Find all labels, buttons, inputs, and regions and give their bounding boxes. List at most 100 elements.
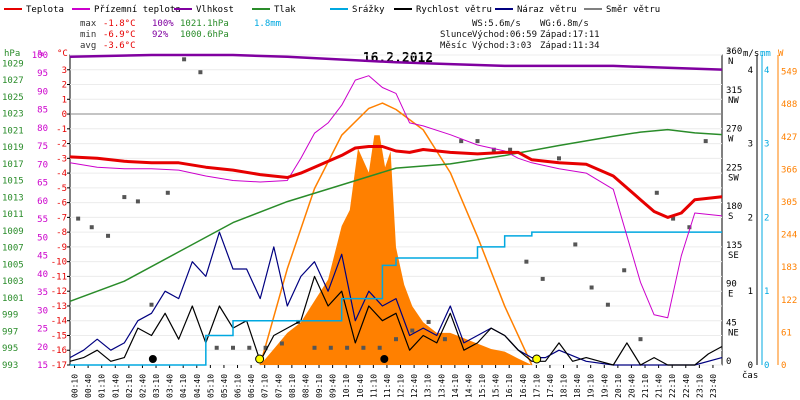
sun-label: Slunce <box>440 30 473 40</box>
tick-x-13-40: 13:40 <box>437 374 446 398</box>
tick-pct-35: 35 <box>37 288 48 298</box>
tick-dir-270: 270 <box>726 125 742 135</box>
stats-min-hum: 92% <box>152 30 169 40</box>
series-direction-point <box>573 242 578 247</box>
stats-block: max -1.8°C 100% 1021.1hPa 1.8mm min -6.9… <box>80 19 600 51</box>
tick-hpa-1015: 1015 <box>2 177 24 187</box>
tick-mm-2: 2 <box>764 213 769 223</box>
sun-rise-marker <box>255 354 265 364</box>
tick-x-17-10: 17:10 <box>532 374 541 398</box>
tick-dirname-s: S <box>728 212 733 222</box>
tick-pct-90: 90 <box>37 87 48 97</box>
tick-degc--3: -3 <box>56 154 67 164</box>
series-direction-point <box>557 156 561 161</box>
tick-x-08-10: 08:10 <box>288 374 297 398</box>
tick-degc--8: -8 <box>56 228 67 238</box>
tick-dirname-ne: NE <box>728 328 739 338</box>
series-pressure-line <box>69 128 723 303</box>
tick-degc--11: -11 <box>51 272 67 282</box>
tick-dirname-e: E <box>728 290 733 300</box>
tick-x-07-40: 07:40 <box>274 374 283 398</box>
series-direction-point <box>149 302 154 307</box>
tick-x-21-40: 21:40 <box>655 374 664 398</box>
tick-pct-75: 75 <box>37 142 48 152</box>
tick-dir-135: 135 <box>726 241 742 251</box>
axis-title-degc: °C <box>57 49 68 59</box>
tick-mm-3: 3 <box>764 140 769 150</box>
legend-label-pocitova: Přízemní teplota <box>94 5 181 15</box>
tick-x-05-40: 05:40 <box>220 374 229 398</box>
tick-hpa-1017: 1017 <box>2 160 24 170</box>
tick-x-17-40: 17:40 <box>546 374 555 398</box>
moon-label: Měsíc <box>440 41 467 51</box>
series-radiation-max-line <box>259 102 533 366</box>
stats-min-temp: -6.9°C <box>103 30 136 40</box>
tick-hpa-993: 993 <box>2 361 18 371</box>
tick-x-22-40: 22:40 <box>682 374 691 398</box>
series-direction-point <box>491 147 496 152</box>
tick-hpa-1023: 1023 <box>2 110 24 120</box>
legend-label-vlhkost: Vlhkost <box>196 5 234 15</box>
tick-degc--16: -16 <box>51 346 67 356</box>
tick-hpa-1007: 1007 <box>2 244 24 254</box>
series-gust-line <box>69 231 723 366</box>
series-direction-point <box>671 216 676 221</box>
tick-degc--17: -17 <box>51 361 67 371</box>
tick-degc--13: -13 <box>51 302 67 312</box>
tick-hpa-1025: 1025 <box>2 93 24 103</box>
series-direction-point <box>106 233 111 238</box>
tick-degc--2: -2 <box>56 140 67 150</box>
tick-x-18-10: 18:10 <box>560 374 569 398</box>
series-radiation-area <box>260 135 532 365</box>
series-direction-point <box>622 268 627 273</box>
tick-x-12-40: 12:40 <box>410 374 419 398</box>
tick-x-01-10: 01:10 <box>98 374 107 398</box>
tick-x-15-40: 15:40 <box>492 374 501 398</box>
tick-x-07-10: 07:10 <box>261 374 270 398</box>
chart-legend: Teplota Přízemní teplota Vlhkost Tlak Srážky… <box>4 5 660 15</box>
tick-degc--9: -9 <box>56 243 67 253</box>
tick-mm-0: 0 <box>764 361 769 371</box>
sun-set-marker <box>532 354 542 364</box>
tick-x-11-40: 11:40 <box>383 374 392 398</box>
tick-dir-180: 180 <box>726 202 742 212</box>
moon-rise-marker <box>148 355 157 363</box>
tick-mm-1: 1 <box>764 287 769 297</box>
series-direction-point <box>361 345 366 350</box>
tick-w-366: 366 <box>781 165 797 175</box>
moon-set-marker <box>380 355 389 363</box>
tick-x-08-40: 08:40 <box>301 374 310 398</box>
tick-ms-4: 4 <box>748 66 753 76</box>
tick-degc-0: 0 <box>62 110 67 120</box>
tick-dir-360: 360 <box>726 47 742 57</box>
series-direction-point <box>135 199 140 204</box>
tick-x-05-10: 05:10 <box>206 374 215 398</box>
tick-x-04-40: 04:40 <box>193 374 202 398</box>
tick-dir-315: 315 <box>726 86 742 96</box>
tick-x-19-40: 19:40 <box>600 374 609 398</box>
legend-label-smer: Směr větru <box>606 5 660 15</box>
sun-rise: Východ:06:59 <box>472 30 537 40</box>
tick-w-61: 61 <box>781 328 792 338</box>
tick-pct-55: 55 <box>37 215 48 225</box>
tick-ms-0: 0 <box>748 361 753 371</box>
tick-pct-60: 60 <box>37 197 48 207</box>
tick-w-427: 427 <box>781 133 797 143</box>
series-direction-point <box>426 319 431 324</box>
series-direction-point <box>122 195 127 200</box>
series-direction-point <box>377 345 382 350</box>
series-speed-line <box>69 275 723 366</box>
legend-label-srazky: Srážky <box>352 5 385 15</box>
tick-degc--6: -6 <box>56 199 67 209</box>
series-direction-point <box>654 190 659 195</box>
stats-min-pres: 1000.6hPa <box>180 30 229 40</box>
series-direction-point <box>687 225 692 230</box>
tick-x-18-40: 18:40 <box>573 374 582 398</box>
series-direction-point <box>263 345 268 350</box>
plot-area <box>69 53 723 366</box>
tick-pct-45: 45 <box>37 252 48 262</box>
tick-hpa-997: 997 <box>2 327 18 337</box>
tick-x-03-40: 03:40 <box>166 374 175 398</box>
series-direction-point <box>165 190 170 195</box>
